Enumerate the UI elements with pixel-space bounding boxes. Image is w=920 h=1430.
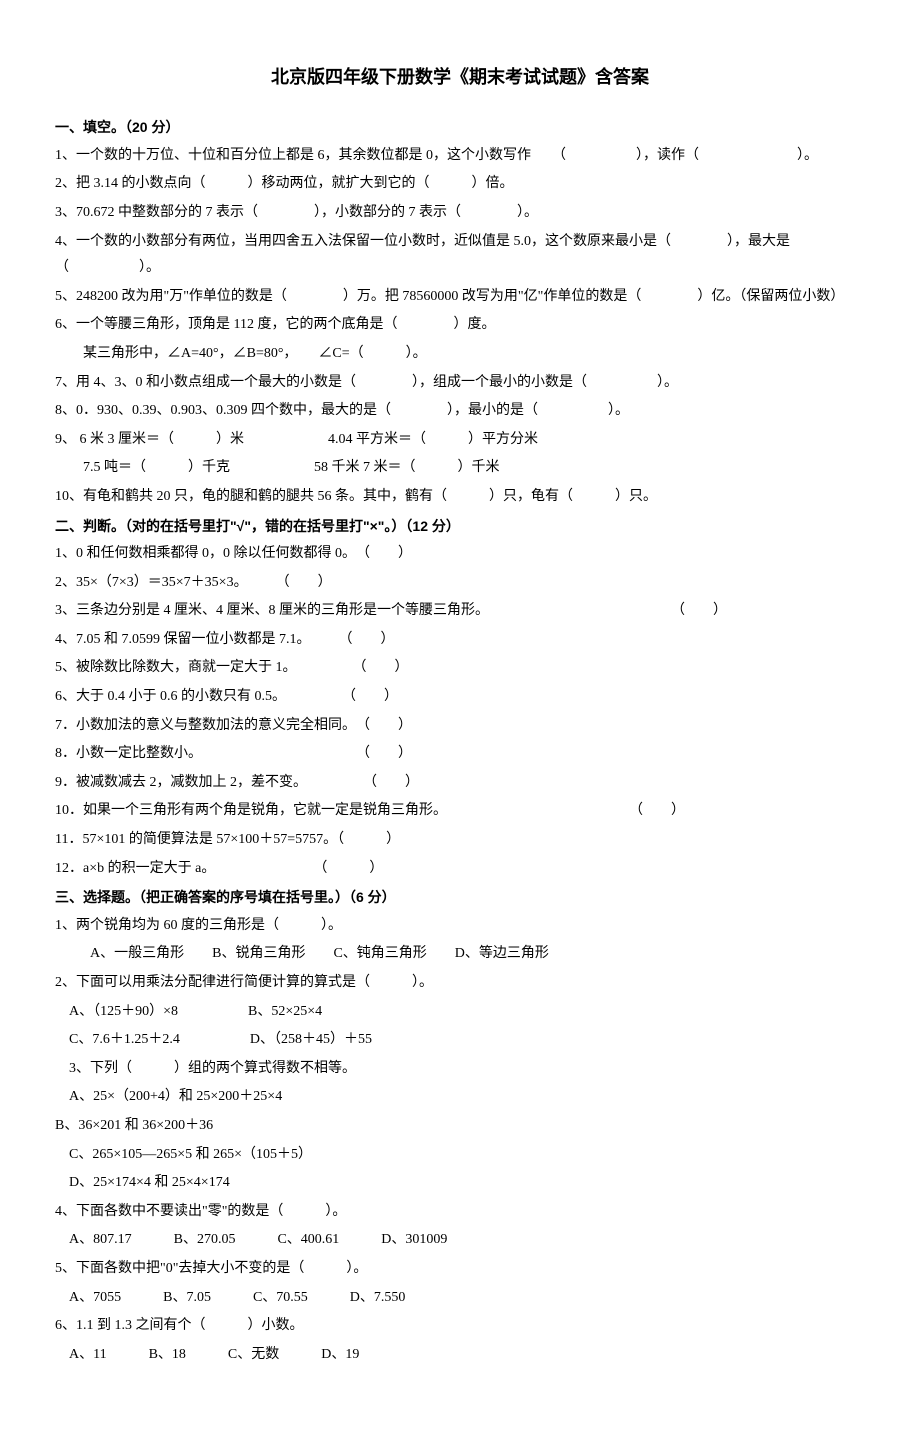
s3-q3-optb: B、36×201 和 36×200＋36 <box>55 1113 865 1140</box>
s1-q7: 7、用 4、3、0 和小数点组成一个最大的小数是（ ），组成一个最小的小数是（ … <box>55 370 865 397</box>
s1-q1: 1、一个数的十万位、十位和百分位上都是 6，其余数位都是 0，这个小数写作 （ … <box>55 143 865 170</box>
s2-q9: 9．被减数减去 2，减数加上 2，差不变。 （ ） <box>55 770 865 797</box>
s2-q10: 10．如果一个三角形有两个角是锐角，它就一定是锐角三角形。 （ ） <box>55 798 865 825</box>
page-title: 北京版四年级下册数学《期末考试试题》含答案 <box>55 60 865 94</box>
s3-q2-optb: C、7.6＋1.25＋2.4 D、（258＋45）＋55 <box>55 1027 865 1054</box>
s2-q3: 3、三条边分别是 4 厘米、4 厘米、8 厘米的三角形是一个等腰三角形。 （ ） <box>55 598 865 625</box>
s2-q8: 8．小数一定比整数小。 （ ） <box>55 741 865 768</box>
s1-q8: 8、0．930、0.39、0.903、0.309 四个数中，最大的是（ ），最小… <box>55 398 865 425</box>
s2-q5: 5、被除数比除数大，商就一定大于 1。 （ ） <box>55 655 865 682</box>
s3-q2-opta: A、（125＋90）×8 B、52×25×4 <box>55 999 865 1026</box>
s3-q1-opt: A、一般三角形 B、锐角三角形 C、钝角三角形 D、等边三角形 <box>55 941 865 968</box>
s3-q6-opt: A、11 B、18 C、无数 D、19 <box>55 1342 865 1369</box>
s3-q5: 5、下面各数中把"0"去掉大小不变的是（ ）。 <box>55 1256 865 1283</box>
s3-q4: 4、下面各数中不要读出"零"的数是（ ）。 <box>55 1199 865 1226</box>
s1-q9b: 7.5 吨＝（ ）千克 58 千米 7 米＝（ ）千米 <box>55 455 865 482</box>
section2-header: 二、判断。（对的在括号里打"√"，错的在括号里打"×"。）（12 分） <box>55 513 865 540</box>
s3-q5-opt: A、7055 B、7.05 C、70.55 D、7.550 <box>55 1285 865 1312</box>
s1-q4: 4、一个数的小数部分有两位，当用四舍五入法保留一位小数时，近似值是 5.0，这个… <box>55 229 865 282</box>
section3-header: 三、选择题。（把正确答案的序号填在括号里。）（6 分） <box>55 884 865 911</box>
s2-q2: 2、35×（7×3）＝35×7＋35×3。 （ ） <box>55 570 865 597</box>
s1-q5: 5、248200 改为用"万"作单位的数是（ ）万。把 78560000 改写为… <box>55 284 865 311</box>
s3-q3-optc: C、265×105—265×5 和 265×（105＋5） <box>55 1142 865 1169</box>
s2-q4: 4、7.05 和 7.0599 保留一位小数都是 7.1。 （ ） <box>55 627 865 654</box>
s1-q3: 3、70.672 中整数部分的 7 表示（ ），小数部分的 7 表示（ ）。 <box>55 200 865 227</box>
s1-q9a: 9、 6 米 3 厘米＝（ ）米 4.04 平方米＝（ ）平方分米 <box>55 427 865 454</box>
s3-q4-opt: A、807.17 B、270.05 C、400.61 D、301009 <box>55 1227 865 1254</box>
s1-q6a: 6、一个等腰三角形，顶角是 112 度，它的两个底角是（ ）度。 <box>55 312 865 339</box>
s1-q2: 2、把 3.14 的小数点向（ ）移动两位，就扩大到它的（ ）倍。 <box>55 171 865 198</box>
s2-q11: 11．57×101 的简便算法是 57×100＋57=5757。（ ） <box>55 827 865 854</box>
section1-header: 一、填空。（20 分） <box>55 114 865 141</box>
s1-q6b: 某三角形中，∠A=40°，∠B=80°， ∠C=（ ）。 <box>55 341 865 368</box>
s3-q3-opta: A、25×（200+4）和 25×200＋25×4 <box>55 1084 865 1111</box>
s2-q6: 6、大于 0.4 小于 0.6 的小数只有 0.5。 （ ） <box>55 684 865 711</box>
s3-q3: 3、下列（ ）组的两个算式得数不相等。 <box>55 1056 865 1083</box>
s3-q3-optd: D、25×174×4 和 25×4×174 <box>55 1170 865 1197</box>
s3-q1: 1、两个锐角均为 60 度的三角形是（ ）。 <box>55 913 865 940</box>
s3-q2: 2、下面可以用乘法分配律进行简便计算的算式是（ ）。 <box>55 970 865 997</box>
s2-q1: 1、0 和任何数相乘都得 0，0 除以任何数都得 0。 （ ） <box>55 541 865 568</box>
s3-q6: 6、1.1 到 1.3 之间有个（ ）小数。 <box>55 1313 865 1340</box>
s2-q12: 12．a×b 的积一定大于 a。 （ ） <box>55 856 865 883</box>
s1-q10: 10、有龟和鹤共 20 只，龟的腿和鹤的腿共 56 条。其中，鹤有（ ）只，龟有… <box>55 484 865 511</box>
s2-q7: 7．小数加法的意义与整数加法的意义完全相同。 （ ） <box>55 713 865 740</box>
